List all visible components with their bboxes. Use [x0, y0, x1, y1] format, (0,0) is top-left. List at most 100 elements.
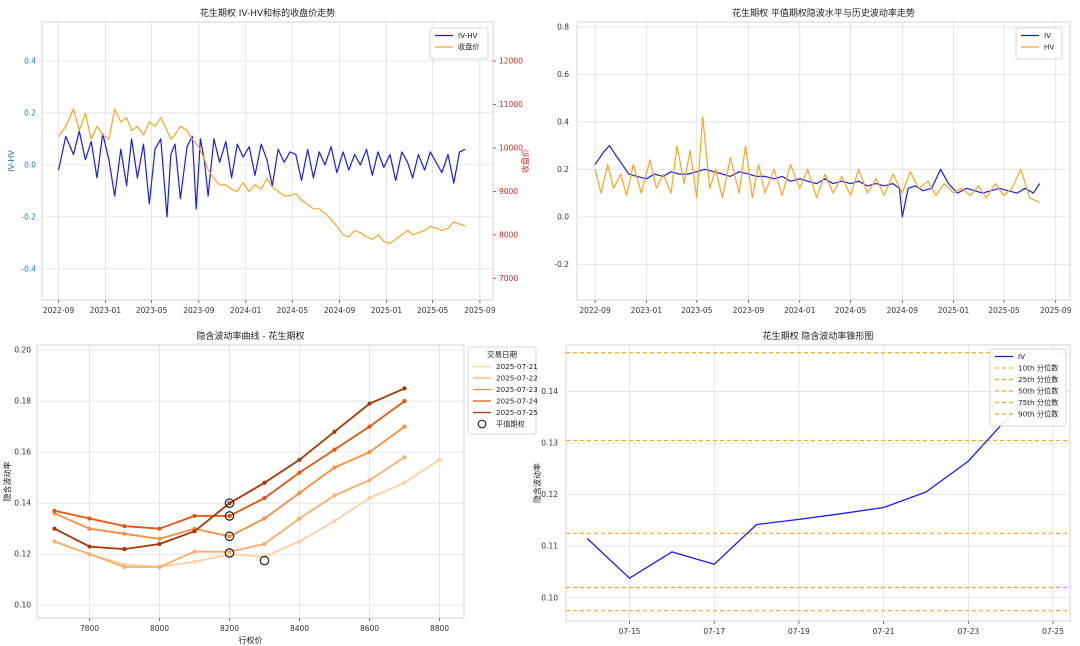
smile-point: [157, 536, 162, 542]
chart-title: 花生期权 平值期权隐波水平与历史波动率走势: [732, 7, 915, 19]
iv-hv-trend-chart: 2022-09 2023-01 2023-05 2023-09 2024-01 2024-…: [554, 7, 1071, 315]
chart-title: 花生期权 IV-HV和标的收盘价走势: [200, 7, 335, 19]
y-tick-label: 0.0: [24, 160, 36, 169]
legend-label: 90th 分位数: [1018, 410, 1058, 419]
x-tick-label: 2023-09: [183, 306, 215, 315]
iv-smile-chart: 7800 8000 8200 8400 8600 8800 0.10 0.12 0.14 0.16…: [2, 330, 538, 645]
iv-line: [586, 372, 1054, 579]
smile-point: [122, 564, 127, 570]
smile-point: [367, 495, 372, 501]
x-tick-label: 2023-05: [136, 306, 168, 315]
x-tick-label: 2024-05: [835, 306, 867, 315]
x-tick-label: 2023-01: [631, 306, 663, 315]
smile-point: [262, 516, 267, 521]
x-tick-label: 2025-01: [371, 306, 403, 315]
y-tick-label: 0.6: [557, 70, 569, 79]
smile-point: [157, 541, 162, 547]
smile-point: [87, 552, 92, 557]
smile-point: [402, 455, 407, 460]
atm-marker: [224, 511, 235, 521]
atm-marker: [224, 548, 235, 558]
smile-point: [52, 526, 57, 531]
y-tick-label: 0.20: [14, 346, 31, 355]
smile-point: [192, 513, 197, 519]
x-tick-label: 2022-09: [579, 306, 611, 315]
legend-label: 10th 分位数: [1018, 364, 1058, 373]
smile-point: [332, 465, 337, 470]
smile-point: [367, 401, 372, 406]
legend-label: 75th 分位数: [1018, 398, 1058, 407]
atm-marker: [224, 498, 235, 508]
smile-point: [332, 447, 337, 452]
legend-label: HV: [1044, 43, 1054, 52]
legend-marker: [477, 419, 487, 429]
legend-label: 25th 分位数: [1018, 375, 1058, 384]
legend-label: 2025-07-25: [496, 408, 538, 417]
x-tick-label: 8000: [150, 624, 169, 633]
legend-box: [1015, 27, 1063, 60]
smile-point: [367, 450, 372, 455]
y2-tick-label: 8000: [499, 230, 518, 239]
y-tick-label: 0.2: [24, 108, 36, 117]
x-tick-label: 2023-05: [681, 306, 713, 315]
smile-point: [192, 529, 197, 534]
legend-label: IV-HV: [458, 31, 478, 40]
smile-point: [297, 470, 302, 475]
chart-title: 隐含波动率曲线 - 花生期权: [197, 330, 305, 342]
smile-point: [87, 526, 92, 531]
smile-point: [227, 534, 232, 539]
x-tick-label: 07-21: [873, 627, 895, 636]
x-tick-label: 2022-09: [43, 306, 75, 315]
plot-frame: [36, 344, 465, 619]
y-axis-label: 隐含波动率: [532, 463, 542, 503]
legend-title: 交易日期: [487, 349, 517, 359]
smile-point: [437, 457, 442, 462]
smile-point: [52, 539, 57, 544]
x-tick-label: 2024-01: [230, 306, 262, 315]
smile-point: [367, 424, 372, 429]
smile-point: [192, 549, 197, 554]
smile-point: [262, 480, 267, 485]
x-tick-label: 07-23: [957, 627, 979, 636]
iv-cone-chart: 07-15 07-17 07-19 07-21 07-23 07-25 0.10 0.11 0.…: [532, 330, 1071, 636]
smile-point: [52, 508, 57, 513]
legend-label: 平值期权: [496, 420, 525, 429]
y-tick-label: 0.4: [557, 117, 569, 126]
plot-frame: [41, 21, 494, 301]
x-tick-label: 07-15: [619, 627, 641, 636]
x-tick-label: 2025-05: [988, 306, 1020, 315]
smile-point: [87, 544, 92, 549]
smile-point: [297, 516, 302, 521]
x-tick-label: 7800: [80, 624, 99, 633]
legend-label: IV: [1044, 31, 1051, 40]
y-tick-label: 0.10: [14, 601, 31, 610]
smile-line-2025-07-21: [54, 459, 440, 568]
y-tick-label: 0.8: [557, 22, 569, 31]
x-tick-label: 8600: [360, 624, 379, 633]
legend-label: 50th 分位数: [1018, 387, 1058, 396]
y-tick-label: 0.13: [541, 439, 558, 448]
x-tick-label: 2025-09: [464, 306, 496, 315]
x-tick-label: 2024-09: [324, 306, 356, 315]
smile-point: [192, 559, 197, 564]
iv-hv-close-chart: 2022-09 2023-01 2023-05 2023-09 2024-01 2024-…: [7, 7, 530, 315]
x-tick-label: 07-19: [788, 627, 810, 636]
series-line-close-price: [58, 108, 466, 245]
y-tick-label: 0.0: [557, 212, 569, 221]
y2-tick-label: 9000: [499, 187, 518, 196]
plot-frame: [565, 344, 1071, 622]
smile-point: [87, 516, 92, 521]
x-tick-label: 07-25: [1042, 627, 1064, 636]
legend-label: IV: [1018, 352, 1025, 361]
y-tick-label: 0.14: [541, 387, 558, 396]
smile-point: [402, 386, 407, 391]
smile-point: [402, 399, 407, 404]
y-tick-label: -0.2: [21, 212, 36, 221]
y-axis-label: IV-HV: [7, 150, 16, 172]
smile-point: [157, 526, 162, 531]
smile-point: [122, 547, 127, 552]
x-tick-label: 2023-01: [90, 306, 122, 315]
x-tick-label: 2023-09: [733, 306, 765, 315]
y-tick-label: 0.2: [557, 165, 569, 174]
